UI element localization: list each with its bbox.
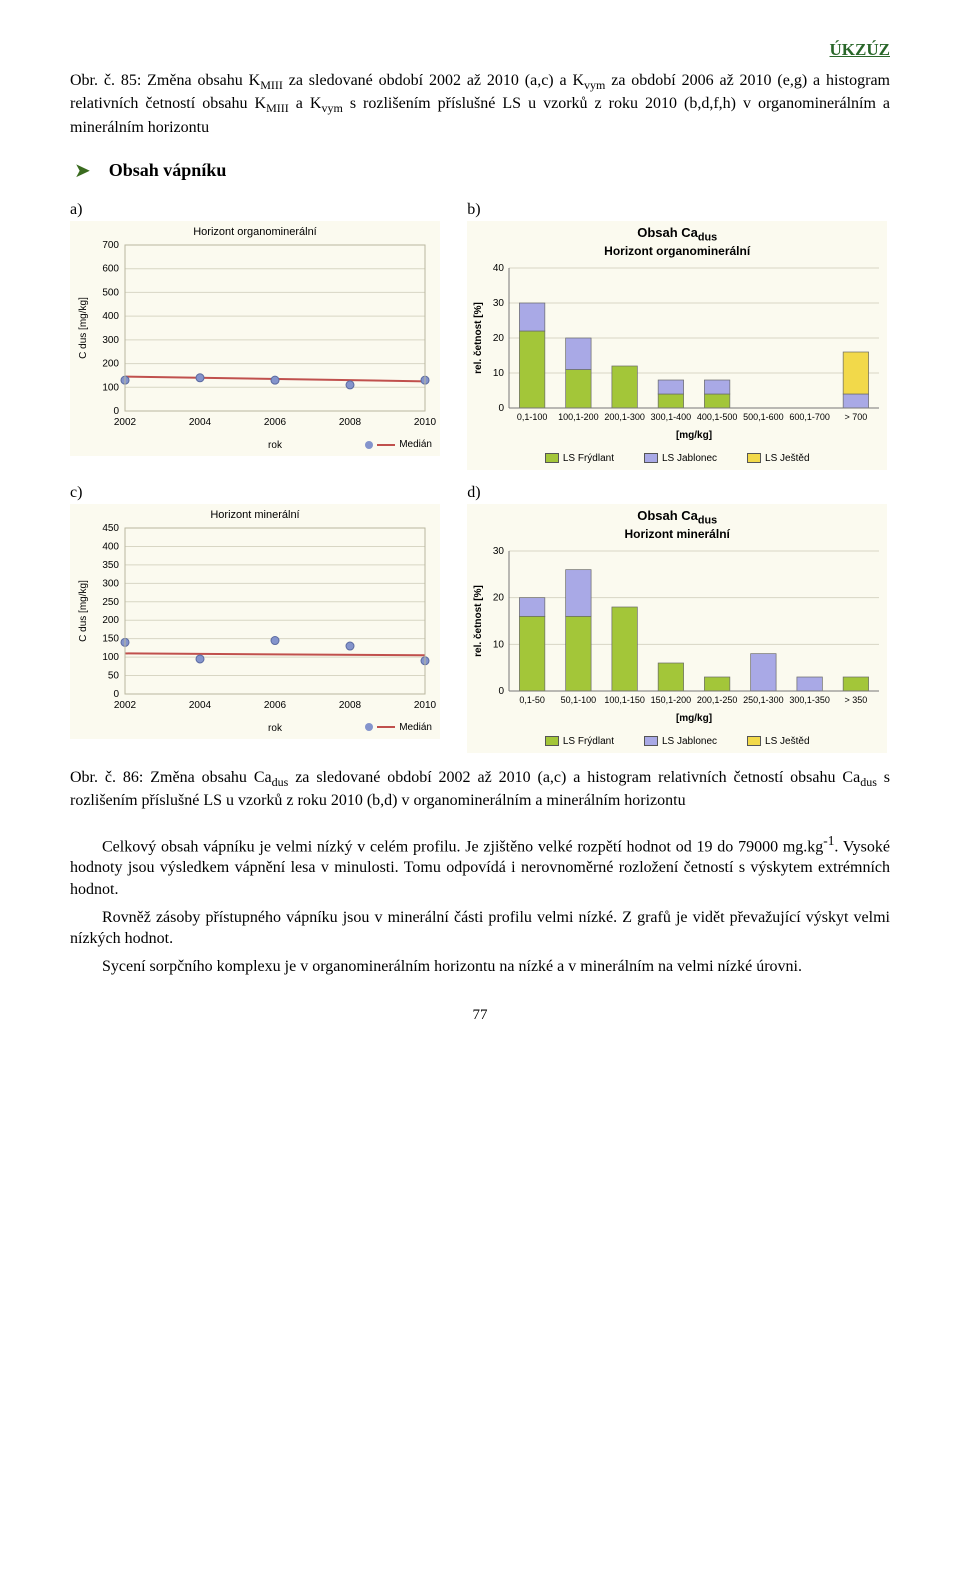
svg-text:0: 0 (113, 406, 119, 417)
svg-text:500,1-600: 500,1-600 (743, 412, 784, 422)
svg-text:10: 10 (493, 639, 505, 650)
svg-text:100,1-150: 100,1-150 (605, 695, 646, 705)
svg-text:> 350: > 350 (845, 695, 868, 705)
body-para-1: Celkový obsah vápníku je velmi nízký v c… (70, 832, 890, 901)
svg-text:Horizont minerální: Horizont minerální (210, 509, 299, 521)
svg-text:[mg/kg]: [mg/kg] (676, 430, 712, 441)
svg-text:150,1-200: 150,1-200 (651, 695, 692, 705)
chart-a-legend: Medián (365, 439, 432, 450)
svg-text:2010: 2010 (414, 700, 437, 711)
svg-text:20: 20 (493, 333, 505, 344)
svg-text:100,1-200: 100,1-200 (558, 412, 599, 422)
arrow-icon: ➤ (74, 158, 91, 183)
svg-text:20: 20 (493, 592, 505, 603)
svg-text:0,1-100: 0,1-100 (517, 412, 548, 422)
svg-text:2002: 2002 (114, 417, 137, 428)
bullet-label: Obsah vápníku (109, 160, 227, 181)
svg-text:200,1-300: 200,1-300 (605, 412, 646, 422)
svg-text:> 700: > 700 (845, 412, 868, 422)
section-bullet: ➤ Obsah vápníku (70, 158, 890, 183)
svg-text:250: 250 (102, 597, 119, 608)
chart-b: Obsah CadusHorizont organominerální01020… (467, 221, 887, 470)
svg-text:rel. četnost [%]: rel. četnost [%] (473, 585, 484, 657)
chart-c: Horizont minerální 0 50 100 150 200 250 300 350 4… (70, 504, 440, 739)
svg-text:700: 700 (102, 240, 119, 251)
svg-text:500: 500 (102, 288, 119, 299)
svg-text:2008: 2008 (339, 417, 362, 428)
svg-text:600,1-700: 600,1-700 (790, 412, 831, 422)
svg-text:200: 200 (102, 615, 119, 626)
svg-text:50,1-100: 50,1-100 (561, 695, 597, 705)
svg-text:2008: 2008 (339, 700, 362, 711)
svg-text:450: 450 (102, 523, 119, 534)
svg-text:C dus [mg/kg]: C dus [mg/kg] (78, 297, 89, 359)
svg-text:30: 30 (493, 298, 505, 309)
svg-text:10: 10 (493, 368, 505, 379)
svg-text:150: 150 (102, 634, 119, 645)
svg-text:50: 50 (108, 670, 120, 681)
label-a: a) (70, 201, 447, 219)
chart-d: Obsah CadusHorizont minerální0102030rel.… (467, 504, 887, 753)
svg-text:2006: 2006 (264, 700, 287, 711)
svg-text:350: 350 (102, 560, 119, 571)
svg-text:100: 100 (102, 652, 119, 663)
svg-text:2004: 2004 (189, 700, 212, 711)
svg-text:30: 30 (493, 546, 505, 557)
svg-text:40: 40 (493, 263, 505, 274)
label-b: b) (467, 201, 893, 219)
svg-text:100: 100 (102, 383, 119, 394)
svg-text:[mg/kg]: [mg/kg] (676, 713, 712, 724)
body-para-3: Sycení sorpčního komplexu je v organomin… (70, 956, 890, 978)
svg-text:200,1-250: 200,1-250 (697, 695, 738, 705)
header-link[interactable]: ÚKZÚZ (70, 40, 890, 60)
svg-text:C dus [mg/kg]: C dus [mg/kg] (78, 580, 89, 642)
page-number: 77 (70, 1007, 890, 1024)
svg-text:0: 0 (113, 689, 119, 700)
svg-text:2010: 2010 (414, 417, 437, 428)
svg-text:2002: 2002 (114, 700, 137, 711)
svg-text:250,1-300: 250,1-300 (743, 695, 784, 705)
label-c: c) (70, 484, 447, 502)
label-d: d) (467, 484, 893, 502)
figure-caption-86: Obr. č. 86: Změna obsahu Cadus za sledov… (70, 767, 890, 812)
svg-text:300: 300 (102, 578, 119, 589)
svg-text:400,1-500: 400,1-500 (697, 412, 738, 422)
svg-text:300: 300 (102, 335, 119, 346)
svg-text:300,1-350: 300,1-350 (790, 695, 831, 705)
svg-text:rok: rok (268, 440, 283, 451)
figure-caption-85: Obr. č. 85: Změna obsahu KMIII za sledov… (70, 70, 890, 138)
svg-text:rok: rok (268, 723, 283, 734)
body-para-2: Rovněž zásoby přístupného vápníku jsou v… (70, 907, 890, 950)
svg-text:2006: 2006 (264, 417, 287, 428)
svg-text:2004: 2004 (189, 417, 212, 428)
chart-c-legend: Medián (365, 722, 432, 733)
svg-text:0: 0 (499, 686, 505, 697)
svg-text:600: 600 (102, 264, 119, 275)
svg-text:0,1-50: 0,1-50 (520, 695, 546, 705)
svg-text:rel. četnost [%]: rel. četnost [%] (473, 302, 484, 374)
chart-a: Horizont organominerální 0 100 200 300 400 500… (70, 221, 440, 456)
svg-text:0: 0 (499, 403, 505, 414)
svg-text:400: 400 (102, 311, 119, 322)
svg-text:400: 400 (102, 541, 119, 552)
svg-text:300,1-400: 300,1-400 (651, 412, 692, 422)
svg-text:200: 200 (102, 359, 119, 370)
svg-text:Horizont organominerální: Horizont organominerální (193, 226, 317, 238)
